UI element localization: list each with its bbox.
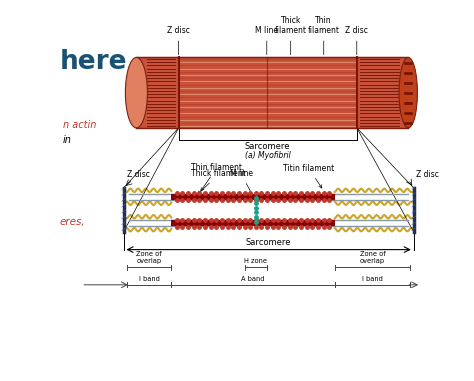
Text: Thick filament: Thick filament: [191, 169, 246, 194]
Text: (a) Myofibril: (a) Myofibril: [245, 151, 291, 160]
Text: Z disc: Z disc: [416, 170, 438, 179]
Text: Z disc: Z disc: [127, 170, 150, 179]
Text: Z disc: Z disc: [167, 26, 190, 55]
Text: Sarcomere: Sarcomere: [246, 238, 292, 247]
Text: eres,: eres,: [59, 217, 85, 227]
Text: Z disc: Z disc: [346, 26, 368, 55]
Text: Sarcomere: Sarcomere: [245, 142, 291, 151]
Text: M line: M line: [255, 26, 278, 55]
Bar: [137, 58, 408, 128]
Text: Zone of
overlap: Zone of overlap: [360, 251, 385, 264]
Text: I band: I band: [139, 276, 160, 282]
Text: here: here: [59, 49, 127, 75]
Text: in: in: [63, 134, 72, 145]
Text: Zone of
overlap: Zone of overlap: [137, 251, 162, 264]
Text: Thick
filament: Thick filament: [274, 16, 307, 55]
Bar: [137, 58, 408, 128]
Text: Titin filament: Titin filament: [283, 164, 335, 188]
Ellipse shape: [399, 58, 418, 128]
Ellipse shape: [125, 58, 147, 128]
Text: Thin filament: Thin filament: [191, 163, 243, 191]
Text: H zone: H zone: [244, 258, 267, 264]
Text: A band: A band: [241, 276, 265, 282]
Text: n actin: n actin: [63, 120, 96, 130]
Text: M line: M line: [229, 169, 254, 198]
Text: I band: I band: [362, 276, 383, 282]
Text: Thin
filament: Thin filament: [308, 16, 340, 55]
